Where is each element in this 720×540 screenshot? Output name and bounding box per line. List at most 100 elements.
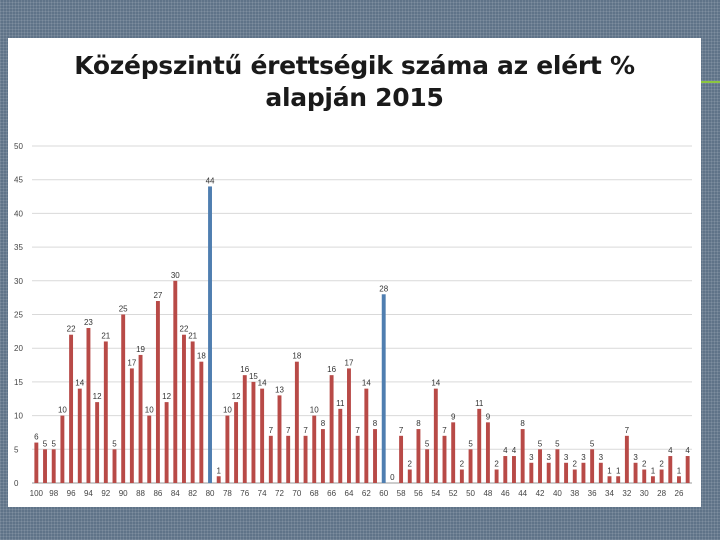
data-label: 2: [460, 460, 465, 469]
data-label: 27: [153, 291, 162, 300]
bar: [598, 462, 603, 483]
x-tick-label: 66: [327, 489, 336, 498]
bar: [260, 388, 265, 483]
data-label: 7: [286, 426, 291, 435]
bar: [320, 429, 325, 483]
bar: [242, 375, 247, 483]
bar: [468, 449, 473, 483]
data-label: 17: [345, 358, 354, 367]
data-label: 12: [162, 392, 171, 401]
bar: [164, 402, 169, 483]
data-label: 14: [431, 379, 440, 388]
y-tick-label: 5: [14, 445, 19, 454]
bar: [338, 408, 343, 483]
bar: [147, 415, 152, 483]
x-tick-label: 72: [275, 489, 284, 498]
bar: [138, 354, 143, 483]
bar: [668, 456, 673, 483]
bar: [442, 435, 447, 483]
data-label: 3: [633, 453, 638, 462]
data-label: 16: [240, 365, 249, 374]
data-label: 13: [275, 385, 284, 394]
bar: [538, 449, 542, 483]
bar: [433, 388, 438, 483]
data-label: 10: [145, 406, 154, 415]
data-label: 21: [101, 331, 110, 340]
data-label: 14: [258, 379, 267, 388]
bar: [155, 301, 160, 483]
x-tick-label: 38: [570, 489, 579, 498]
x-tick-label: 70: [292, 489, 301, 498]
data-label: 5: [43, 439, 48, 448]
data-label: 8: [416, 419, 421, 428]
bar: [77, 388, 82, 483]
bar: [225, 415, 230, 483]
data-label: 22: [180, 325, 189, 334]
bar: [616, 476, 621, 483]
data-label: 6: [34, 433, 39, 442]
bar: [416, 429, 421, 483]
x-tick-label: 58: [397, 489, 406, 498]
data-label: 5: [590, 439, 595, 448]
y-tick-label: 25: [14, 311, 23, 320]
x-tick-label: 36: [588, 489, 597, 498]
bar: [277, 395, 282, 483]
data-label: 9: [451, 412, 456, 421]
data-label: 1: [651, 466, 656, 475]
bar: [347, 368, 351, 483]
data-label: 8: [373, 419, 378, 428]
x-tick-label: 68: [310, 489, 319, 498]
bar: [555, 449, 560, 483]
data-label: 2: [573, 460, 578, 469]
bar: [425, 449, 430, 483]
x-tick-label: 78: [223, 489, 232, 498]
x-tick-label: 46: [501, 489, 510, 498]
data-label: 5: [51, 439, 56, 448]
data-label: 25: [119, 305, 128, 314]
data-label: 1: [677, 466, 682, 475]
bar: [199, 361, 204, 483]
data-label: 2: [659, 460, 664, 469]
data-label: 7: [303, 426, 308, 435]
data-label: 17: [127, 358, 136, 367]
data-label: 19: [136, 345, 145, 354]
data-label: 0: [390, 473, 395, 482]
data-label: 9: [486, 412, 491, 421]
x-tick-label: 80: [206, 489, 215, 498]
bar: [95, 402, 100, 483]
y-tick-label: 50: [14, 142, 23, 151]
accent-line: [701, 81, 720, 83]
data-label: 23: [84, 318, 93, 327]
bar: [364, 388, 369, 483]
data-label: 11: [336, 399, 345, 408]
data-label: 4: [512, 446, 517, 455]
bar: [294, 361, 299, 483]
bar: [190, 341, 195, 483]
bar: [399, 435, 404, 483]
bar: [564, 462, 569, 483]
data-label: 14: [362, 379, 371, 388]
bar: [173, 280, 178, 483]
y-tick-label: 30: [14, 277, 23, 286]
x-tick-label: 76: [240, 489, 249, 498]
bar: [529, 462, 534, 483]
data-label: 1: [616, 466, 621, 475]
data-label: 5: [555, 439, 560, 448]
data-label: 18: [197, 352, 206, 361]
data-label: 10: [310, 406, 319, 415]
x-tick-label: 90: [119, 489, 128, 498]
bar: [303, 435, 308, 483]
x-tick-label: 50: [466, 489, 475, 498]
chart-title-line2: alapján 2015: [265, 83, 444, 112]
data-label: 2: [494, 460, 499, 469]
bar: [494, 469, 499, 483]
bar: [590, 449, 595, 483]
bar: [659, 469, 664, 483]
x-tick-label: 34: [605, 489, 614, 498]
y-tick-label: 35: [14, 243, 23, 252]
x-tick-label: 82: [188, 489, 197, 498]
data-label: 7: [442, 426, 447, 435]
bar: [607, 476, 612, 483]
data-label: 4: [503, 446, 508, 455]
x-tick-label: 56: [414, 489, 423, 498]
